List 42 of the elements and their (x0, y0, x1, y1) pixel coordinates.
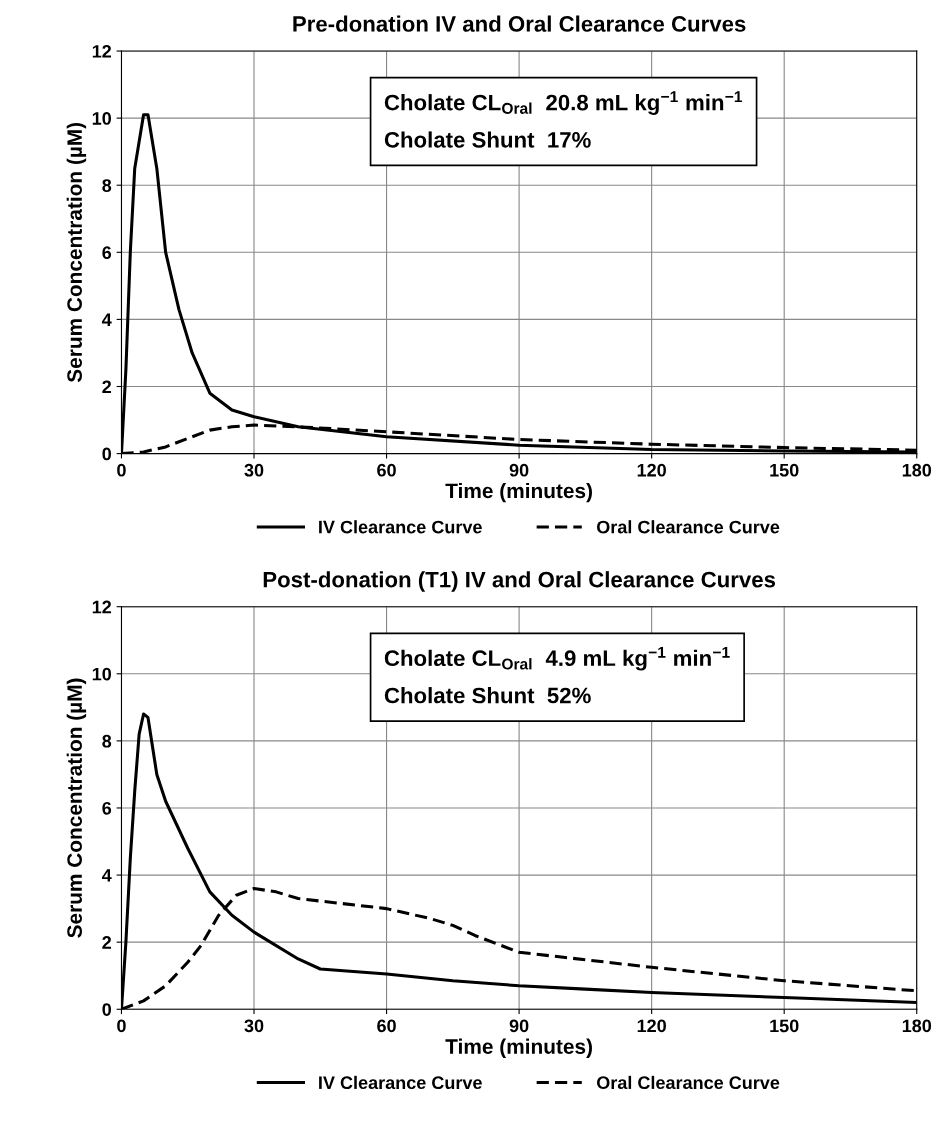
x-tick-label: 60 (377, 463, 396, 477)
x-tick-label: 30 (244, 1019, 264, 1033)
y-tick-label: 6 (102, 246, 112, 260)
chart-title: Post-donation (T1) IV and Oral Clearance Curves (263, 571, 776, 592)
y-tick-label: 12 (92, 600, 112, 614)
y-tick-label: 4 (101, 869, 112, 882)
x-tick-label: 150 (770, 1019, 799, 1033)
legend-label: Oral Clearance Curve (596, 1075, 780, 1090)
y-tick-label: 10 (92, 112, 112, 125)
x-tick-label: 0 (117, 463, 126, 477)
annotation: Cholate CL$_{Oral}$ 20.8 mL kg$^{−1}$ min$^{−1}$ (384, 91, 743, 115)
y-tick-label: 0 (102, 1003, 112, 1016)
x-tick-label: 90 (509, 463, 529, 477)
legend-label: Oral Clearance Curve (596, 520, 780, 534)
x-tick-label: 120 (637, 463, 666, 477)
y-tick-label: 12 (92, 44, 112, 58)
x-tick-label: 90 (509, 1019, 529, 1033)
annotation: Cholate Shunt 17% (384, 131, 591, 148)
y-axis-title: Serum Concentration (µM) (66, 122, 87, 383)
y-tick-label: 8 (102, 734, 112, 748)
annotation: Cholate CL$_{Oral}$ 4.9 mL kg$^{−1}$ min$^{−1}$ (384, 646, 730, 671)
x-axis-title: Time (minutes) (445, 1038, 592, 1059)
y-tick-label: 2 (102, 380, 112, 394)
x-tick-label: 60 (377, 1019, 396, 1033)
x-tick-label: 180 (902, 463, 932, 477)
y-tick-label: 8 (102, 179, 112, 192)
x-tick-label: 120 (637, 1019, 666, 1033)
y-tick-label: 6 (102, 801, 112, 815)
legend-label: IV Clearance Curve (319, 520, 482, 534)
x-tick-label: 0 (117, 1019, 126, 1033)
y-tick-label: 2 (102, 936, 112, 949)
y-tick-label: 0 (102, 447, 112, 461)
y-tick-label: 10 (92, 667, 112, 681)
annotation: Cholate Shunt 52% (384, 687, 591, 704)
x-tick-label: 180 (902, 1019, 932, 1033)
chart-title: Pre-donation IV and Oral Clearance Curves (293, 15, 746, 32)
legend-label: IV Clearance Curve (319, 1075, 482, 1090)
x-tick-label: 150 (770, 463, 799, 477)
y-axis-title: Serum Concentration (µM) (66, 678, 87, 938)
x-axis-title: Time (minutes) (445, 482, 592, 503)
x-tick-label: 30 (244, 463, 264, 477)
y-tick-label: 4 (101, 313, 112, 326)
